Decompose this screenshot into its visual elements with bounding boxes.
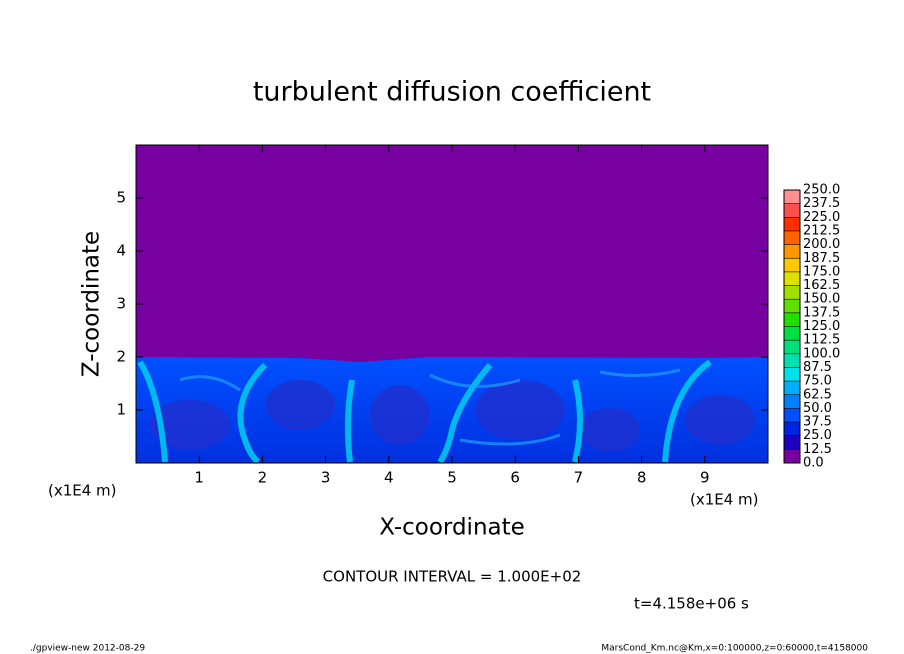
colorbar-band — [784, 449, 800, 463]
colorbar-band — [784, 271, 800, 286]
colorbar-label: 112.5 — [803, 333, 840, 348]
y-axis-label: Z-coordinate — [79, 231, 105, 377]
x-tick-label: 5 — [447, 469, 457, 487]
field — [136, 145, 768, 465]
colorbar-label: 225.0 — [803, 210, 840, 225]
y-unit: (x1E4 m) — [48, 482, 117, 500]
colorbar-band — [784, 285, 800, 300]
colorbar-label: 237.5 — [803, 196, 840, 211]
x-tick-label: 8 — [637, 469, 647, 487]
colorbar-label: 0.0 — [803, 456, 824, 471]
colorbar-label: 175.0 — [803, 264, 840, 279]
colorbar-label: 150.0 — [803, 292, 840, 307]
colorbar-label: 187.5 — [803, 251, 840, 266]
colorbar-band — [784, 367, 800, 382]
colorbar-band — [784, 394, 800, 409]
x-tick-label: 6 — [510, 469, 520, 487]
colorbar-band — [784, 435, 800, 450]
colorbar-label: 37.5 — [803, 415, 832, 430]
colorbar-band — [784, 244, 800, 259]
colorbar-band — [784, 190, 800, 204]
colorbar-label: 75.0 — [803, 374, 832, 389]
x-tick-label: 2 — [258, 469, 268, 487]
x-tick-label: 9 — [700, 469, 710, 487]
colorbar-band — [784, 326, 800, 341]
y-tick-label: 1 — [116, 401, 126, 419]
y-tick-label: 2 — [116, 348, 126, 366]
colorbar-band — [784, 408, 800, 423]
chart-title: turbulent diffusion coefficient — [253, 77, 651, 108]
colorbar-band — [784, 353, 800, 368]
colorbar-band — [784, 340, 800, 354]
colorbar-label: 162.5 — [803, 278, 840, 293]
y-tick-label: 5 — [116, 189, 126, 207]
time-label: t=4.158e+06 s — [634, 595, 749, 613]
colorbar-band — [784, 299, 800, 313]
colorbar-label: 50.0 — [803, 401, 832, 416]
colorbar-label: 12.5 — [803, 442, 832, 457]
colorbar-label: 125.0 — [803, 319, 840, 334]
contour-interval: CONTOUR INTERVAL = 1.000E+02 — [323, 568, 582, 586]
x-unit: (x1E4 m) — [690, 491, 759, 509]
colorbar-label: 250.0 — [803, 183, 840, 198]
colorbar-band — [784, 422, 800, 436]
colorbar-band — [784, 203, 800, 218]
x-axis-label: X-coordinate — [379, 515, 525, 541]
x-tick-label: 1 — [194, 469, 204, 487]
colorbar-label: 62.5 — [803, 387, 832, 402]
colorbar-band — [784, 258, 800, 272]
footer-left: ./gpview-new 2012-08-29 — [30, 644, 145, 654]
colorbar-label: 100.0 — [803, 346, 840, 361]
colorbar-band — [784, 381, 800, 395]
footer-right: MarsCond_Km.nc@Km,x=0:100000,z=0:60000,t… — [601, 644, 868, 654]
colorbar-band — [784, 230, 800, 245]
colorbar-band — [784, 217, 800, 231]
colorbar-band — [784, 312, 800, 327]
y-tick-label: 4 — [116, 242, 126, 260]
colorbar-label: 25.0 — [803, 428, 832, 443]
colorbar-label: 212.5 — [803, 223, 840, 238]
x-tick-label: 3 — [321, 469, 331, 487]
x-tick-label: 4 — [384, 469, 394, 487]
y-tick-label: 3 — [116, 295, 126, 313]
colorbar-label: 87.5 — [803, 360, 832, 375]
x-tick-label: 7 — [574, 469, 584, 487]
colorbar-label: 200.0 — [803, 237, 840, 252]
colorbar-label: 137.5 — [803, 305, 840, 320]
